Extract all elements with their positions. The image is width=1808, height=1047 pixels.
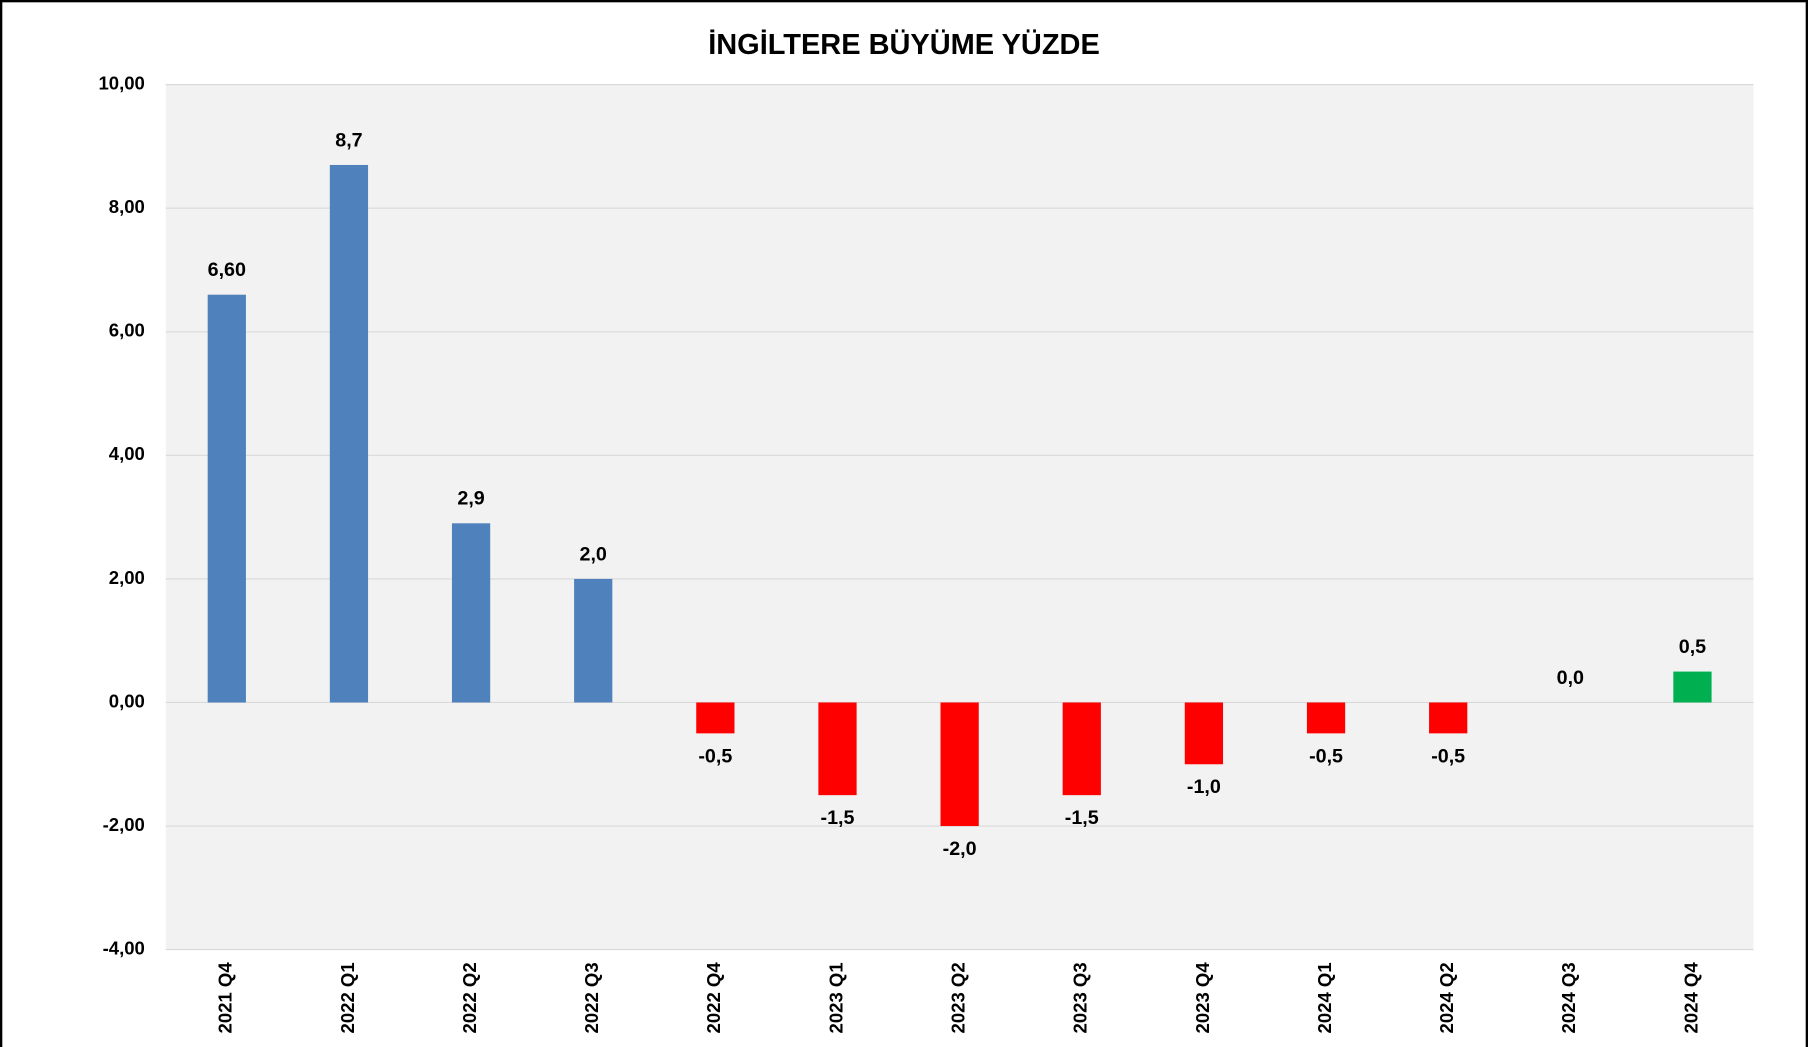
y-tick-label: 0,00 [109,690,145,711]
x-tick-label: 2021 Q4 [215,962,236,1034]
y-tick-label: 10,00 [99,73,145,94]
bar [940,702,979,827]
bar [329,164,369,703]
y-tick-label: 6,00 [109,320,145,341]
x-tick-label: 2023 Q1 [825,962,846,1033]
bar [574,578,613,703]
value-label: 2,0 [580,543,607,565]
bar [1673,671,1712,703]
y-tick-label: 2,00 [109,567,145,588]
value-label: 8,7 [335,129,362,151]
bar [1306,702,1346,734]
bar [451,523,491,703]
x-tick-label: 2024 Q1 [1314,962,1335,1033]
value-label: -0,5 [1309,745,1343,767]
y-tick-label: 8,00 [109,196,145,217]
x-tick-label: 2023 Q4 [1192,962,1213,1034]
x-tick-label: 2024 Q2 [1436,962,1457,1033]
value-label: -1,5 [1065,807,1099,829]
y-tick-label: -2,00 [103,814,145,835]
x-tick-label: 2024 Q3 [1558,962,1579,1033]
y-tick-label: 4,00 [109,443,145,464]
x-tick-label: 2022 Q3 [581,962,602,1033]
x-tick-label: 2024 Q4 [1680,962,1701,1034]
chart-title: İNGİLTERE BÜYÜME YÜZDE [708,28,1100,61]
value-label: 0,0 [1557,667,1584,689]
x-tick-label: 2022 Q4 [703,962,724,1034]
bar [1429,702,1468,734]
value-label: 0,5 [1679,636,1706,658]
value-label: -0,5 [698,745,732,767]
bar [696,702,735,734]
value-label: -0,5 [1431,745,1465,767]
bar [1184,702,1224,765]
bar [818,702,857,796]
value-label: 2,9 [457,488,484,510]
x-tick-label: 2023 Q2 [948,962,969,1033]
value-label: -1,5 [821,807,855,829]
x-tick-label: 2023 Q3 [1070,962,1091,1033]
value-label: -1,0 [1187,776,1221,798]
x-tick-label: 2022 Q1 [337,962,358,1033]
value-label: -2,0 [943,838,977,860]
bar [1062,702,1101,796]
x-tick-label: 2022 Q2 [459,962,480,1033]
value-label: 6,60 [208,259,246,281]
bar [207,294,246,703]
y-tick-label: -4,00 [103,937,145,958]
